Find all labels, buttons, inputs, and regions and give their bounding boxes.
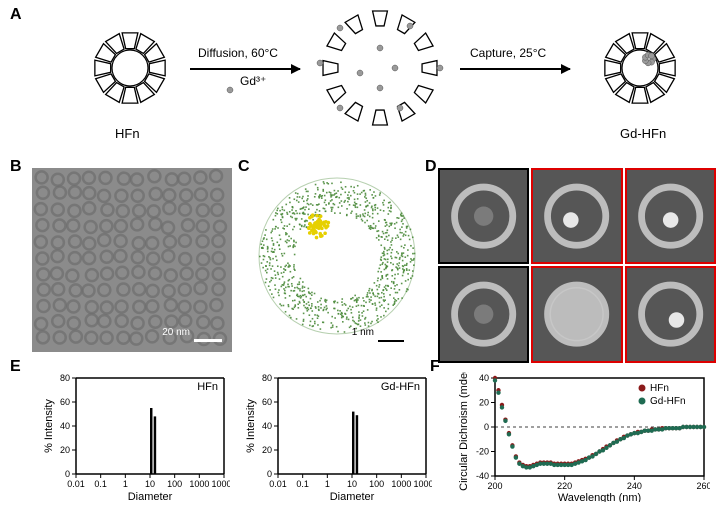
hfn-label: HFn xyxy=(115,126,140,141)
svg-text:Gd-HFn: Gd-HFn xyxy=(381,381,420,393)
svg-text:10: 10 xyxy=(145,479,155,489)
svg-text:100: 100 xyxy=(369,479,384,489)
arrow2-label: Capture, 25°C xyxy=(470,46,546,60)
class-avg-0 xyxy=(438,168,529,264)
class-avg-5 xyxy=(625,266,716,362)
svg-text:60: 60 xyxy=(60,397,70,407)
chart-e-hfn: 0 20 40 60 80 0.01 0.1 1 10 100 100010000 % Intensi… xyxy=(40,372,230,502)
svg-text:0: 0 xyxy=(65,469,70,479)
panel-b-em-image: 20 nm xyxy=(32,168,232,352)
svg-text:260: 260 xyxy=(696,481,710,491)
svg-text:% Intensity: % Intensity xyxy=(43,399,55,453)
svg-text:220: 220 xyxy=(557,481,572,491)
arrow-diffusion xyxy=(190,68,300,70)
svg-text:% Intensity: % Intensity xyxy=(245,399,257,453)
svg-text:HFn: HFn xyxy=(197,381,218,393)
svg-text:100: 100 xyxy=(167,479,182,489)
svg-text:1000: 1000 xyxy=(189,479,209,489)
svg-text:Diameter: Diameter xyxy=(330,491,375,502)
svg-text:60: 60 xyxy=(262,397,272,407)
svg-text:0: 0 xyxy=(267,469,272,479)
svg-text:0.1: 0.1 xyxy=(94,479,107,489)
svg-text:40: 40 xyxy=(262,421,272,431)
class-avg-2 xyxy=(625,168,716,264)
scaletext-c: 1 nm xyxy=(352,327,374,338)
svg-text:Diameter: Diameter xyxy=(128,491,173,502)
scalebar-b xyxy=(194,339,222,342)
svg-text:10000: 10000 xyxy=(413,479,432,489)
svg-text:20: 20 xyxy=(479,398,489,408)
svg-text:1: 1 xyxy=(123,479,128,489)
arrow-capture xyxy=(460,68,570,70)
panel-label-a: A xyxy=(10,6,22,24)
panel-label-b: B xyxy=(10,158,22,176)
svg-text:Gd-HFn: Gd-HFn xyxy=(650,396,686,407)
scalebar-c xyxy=(378,340,404,342)
svg-text:10: 10 xyxy=(347,479,357,489)
svg-text:-40: -40 xyxy=(476,471,489,481)
svg-text:240: 240 xyxy=(627,481,642,491)
svg-text:80: 80 xyxy=(60,373,70,383)
svg-text:0.01: 0.01 xyxy=(67,479,85,489)
svg-text:10000: 10000 xyxy=(211,479,230,489)
svg-text:40: 40 xyxy=(479,373,489,383)
svg-text:-20: -20 xyxy=(476,447,489,457)
class-avg-4 xyxy=(531,266,622,362)
svg-text:Circular Dichroism (mdeg): Circular Dichroism (mdeg) xyxy=(458,372,470,491)
svg-text:Wavelength (nm): Wavelength (nm) xyxy=(558,492,641,502)
svg-text:20: 20 xyxy=(262,445,272,455)
gdhfn-label: Gd-HFn xyxy=(620,126,666,141)
svg-text:0.01: 0.01 xyxy=(269,479,287,489)
class-avg-1 xyxy=(531,168,622,264)
arrow1-label: Diffusion, 60°C xyxy=(198,46,278,60)
svg-text:20: 20 xyxy=(60,445,70,455)
svg-text:80: 80 xyxy=(262,373,272,383)
panel-a-schematic: Diffusion, 60°C Gd³⁺ Capture, 25°C HFn G… xyxy=(40,8,700,148)
panel-c-structure: 1 nm xyxy=(252,168,422,352)
svg-text:0.1: 0.1 xyxy=(296,479,309,489)
panel-label-c: C xyxy=(238,158,250,176)
panel-label-d: D xyxy=(425,158,437,176)
svg-text:HFn: HFn xyxy=(650,383,669,394)
svg-text:1000: 1000 xyxy=(391,479,411,489)
svg-text:200: 200 xyxy=(487,481,502,491)
svg-text:1: 1 xyxy=(325,479,330,489)
svg-text:40: 40 xyxy=(60,421,70,431)
class-avg-3 xyxy=(438,266,529,362)
chart-f-cd: -40 -20 0 20 40 200 220 240 260 Circular Dichrois… xyxy=(455,372,710,502)
svg-text:0: 0 xyxy=(484,422,489,432)
panel-d-grid xyxy=(438,168,716,352)
ion-label: Gd³⁺ xyxy=(240,74,266,88)
scaletext-b: 20 nm xyxy=(162,327,190,338)
chart-e-gdhfn: 0 20 40 60 80 0.01 0.1 1 10 100 100010000 % Intensi… xyxy=(242,372,432,502)
panel-label-e: E xyxy=(10,358,21,376)
